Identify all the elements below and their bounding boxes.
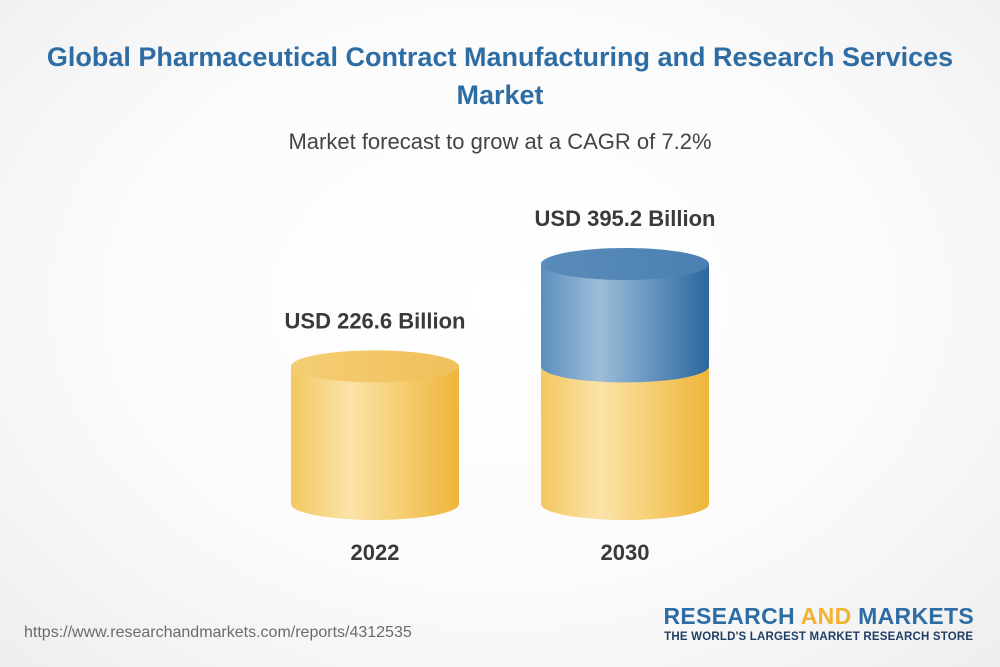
brand-logo: RESEARCH AND MARKETS THE WORLD'S LARGEST…	[663, 603, 974, 643]
brand-name-part2: AND	[800, 603, 852, 629]
category-label-2022: 2022	[351, 540, 400, 565]
bar-growth-segment	[541, 264, 709, 383]
bar-2022: USD 226.6 Billion 2022	[285, 308, 466, 565]
chart-subtitle: Market forecast to grow at a CAGR of 7.2…	[288, 129, 712, 154]
source-url[interactable]: https://www.researchandmarkets.com/repor…	[24, 624, 412, 641]
brand-name-part1: RESEARCH	[663, 603, 801, 629]
brand-tagline: THE WORLD'S LARGEST MARKET RESEARCH STOR…	[664, 631, 974, 643]
bar-base-segment	[291, 366, 459, 520]
bar-2030: USD 395.2 Billion 2030	[535, 206, 716, 565]
data-label-2022: USD 226.6 Billion	[285, 308, 466, 333]
chart-title-line-2: Market	[456, 80, 544, 110]
brand-name-part3: MARKETS	[851, 603, 974, 629]
chart-title-line-1: Global Pharmaceutical Contract Manufactu…	[46, 42, 954, 72]
bar-base-segment	[541, 366, 709, 520]
brand-name: RESEARCH AND MARKETS	[663, 603, 974, 629]
bar-top-cap	[291, 350, 459, 383]
chart-title: Global Pharmaceutical Contract Manufactu…	[0, 38, 1000, 114]
bar-top-cap	[541, 248, 709, 280]
category-label-2030: 2030	[601, 540, 650, 565]
data-label-2030: USD 395.2 Billion	[535, 206, 716, 231]
